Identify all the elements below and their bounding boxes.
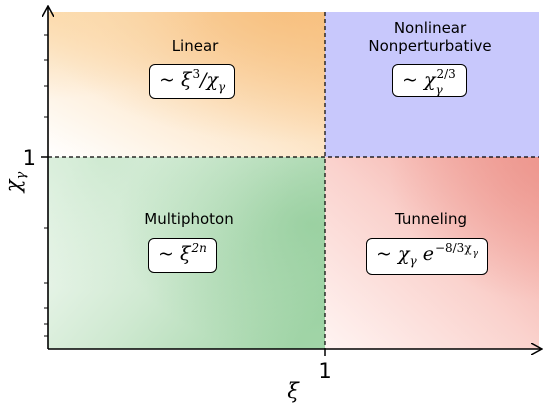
y-axis-label: χγ (1, 172, 29, 195)
region-title-nonlinear-2: Nonperturbative (368, 37, 491, 55)
formula-linear: ~ ξ3/χγ (149, 64, 236, 99)
y-tick-label: 1 (23, 146, 36, 170)
svg-text:χγ: χγ (1, 172, 29, 195)
region-title-linear: Linear (172, 37, 219, 55)
x-tick-label: 1 (318, 359, 331, 383)
formula-multiphoton: ~ ξ2n (148, 238, 217, 273)
formula-tunneling: ~ χγ e−8/3χγ (366, 238, 488, 275)
formula-nonlinear: ~ χ 2/3 γ (392, 64, 468, 97)
region-tunneling-fill (325, 157, 539, 349)
y-minor-ticks (44, 34, 48, 337)
region-title-multiphoton: Multiphoton (144, 210, 233, 228)
region-title-nonlinear-1: Nonlinear (394, 19, 467, 37)
x-axis-label: ξ (287, 379, 300, 403)
region-title-tunneling: Tunneling (394, 210, 467, 228)
